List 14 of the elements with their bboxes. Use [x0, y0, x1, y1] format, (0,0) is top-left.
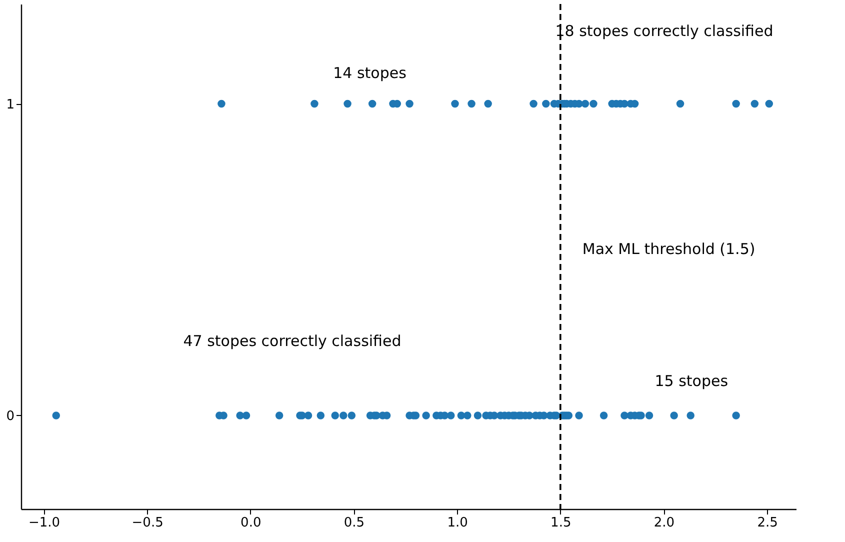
annotation: 14 stopes — [333, 64, 407, 82]
y-tick-label: 1 — [6, 97, 14, 112]
y-tick-label: 0 — [6, 408, 14, 424]
x-tick-label: 1.0 — [447, 516, 468, 530]
annotation: 47 stopes correctly classified — [183, 332, 402, 350]
x-tick-label: 0.0 — [240, 516, 262, 530]
x-tick-label: 0.5 — [344, 516, 365, 530]
ref-line-label: Max ML threshold (1.5) — [582, 240, 756, 258]
annotation: 15 stopes — [654, 372, 728, 390]
x-tick-label: 1.5 — [550, 516, 572, 530]
x-tick-label: 2.0 — [654, 516, 675, 530]
x-tick-label: −1.0 — [28, 516, 60, 530]
x-tick-label: 2.5 — [757, 516, 778, 530]
x-tick-label: −0.5 — [132, 516, 164, 530]
